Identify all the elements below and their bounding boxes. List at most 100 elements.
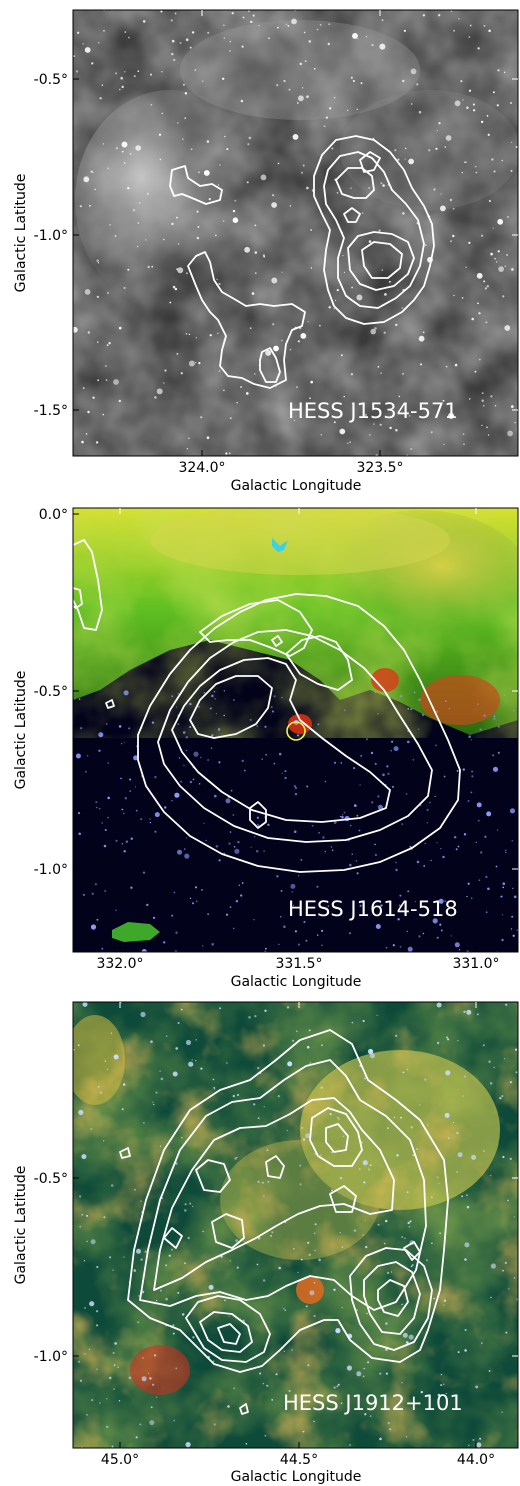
star [333, 308, 335, 310]
star [371, 43, 374, 47]
star [171, 799, 173, 802]
star [96, 1265, 99, 1269]
star [411, 1264, 414, 1266]
star [292, 134, 299, 140]
star [99, 97, 102, 100]
star [336, 1116, 339, 1119]
star [469, 24, 472, 27]
star [343, 709, 346, 712]
star [493, 170, 496, 173]
star [439, 1232, 441, 1235]
star [509, 808, 516, 814]
star [273, 762, 276, 765]
star [438, 898, 444, 904]
star [104, 828, 107, 832]
star [501, 914, 504, 916]
star [497, 69, 500, 72]
panel2-pulsar-marker [286, 721, 306, 741]
star [182, 83, 185, 86]
star [97, 341, 99, 343]
star [260, 174, 267, 181]
star [87, 410, 90, 414]
star [340, 815, 342, 818]
star [172, 285, 176, 289]
star [85, 433, 88, 435]
star [275, 1373, 278, 1376]
star [241, 882, 244, 884]
star [86, 1240, 88, 1243]
star [311, 824, 314, 827]
star [341, 1306, 344, 1309]
star [470, 897, 473, 899]
star [424, 1078, 427, 1081]
star [492, 766, 499, 772]
star [195, 1060, 197, 1062]
star [82, 387, 85, 389]
star [178, 757, 181, 759]
star [261, 1181, 264, 1184]
star [408, 1334, 414, 1340]
star [501, 159, 504, 162]
star [293, 419, 296, 422]
star [237, 840, 240, 844]
star [255, 272, 257, 274]
star [265, 753, 267, 756]
star [353, 1229, 357, 1232]
star [164, 806, 167, 809]
star [263, 1106, 265, 1108]
star [166, 1035, 168, 1037]
star [468, 36, 471, 38]
star [428, 149, 431, 152]
star [447, 1038, 450, 1041]
star [234, 199, 237, 202]
star [262, 1044, 266, 1047]
star [171, 39, 175, 43]
star [110, 1184, 114, 1187]
star [497, 218, 504, 225]
star [152, 1101, 154, 1104]
star [356, 108, 358, 111]
star [134, 1189, 136, 1191]
star [514, 422, 516, 424]
star [448, 707, 451, 710]
star [128, 727, 131, 730]
star [352, 33, 358, 39]
star [259, 1372, 262, 1375]
star [263, 850, 265, 852]
star [99, 735, 101, 737]
star [491, 158, 494, 161]
star [297, 340, 300, 343]
star [198, 171, 200, 174]
star [223, 389, 225, 392]
star [153, 1103, 155, 1106]
star [471, 1154, 477, 1160]
star [156, 1299, 158, 1302]
star [302, 164, 305, 167]
star [369, 434, 371, 436]
star [78, 698, 81, 700]
star [327, 905, 330, 907]
star [305, 1305, 308, 1308]
star [99, 1402, 101, 1404]
star [380, 182, 383, 185]
star [485, 321, 488, 324]
star [117, 1366, 119, 1368]
star [420, 1390, 423, 1394]
star [502, 1155, 505, 1159]
panel1-frame [72, 9, 519, 457]
star [371, 801, 374, 804]
star [434, 795, 436, 798]
star [271, 202, 277, 208]
star [467, 882, 470, 885]
star [150, 1040, 153, 1043]
star [215, 234, 217, 237]
star [198, 783, 201, 785]
star [448, 412, 455, 419]
star [187, 1236, 190, 1240]
star [135, 145, 142, 151]
star [286, 1129, 288, 1132]
star [453, 294, 455, 297]
star [362, 1375, 365, 1378]
star [333, 1386, 336, 1389]
star [186, 448, 189, 450]
